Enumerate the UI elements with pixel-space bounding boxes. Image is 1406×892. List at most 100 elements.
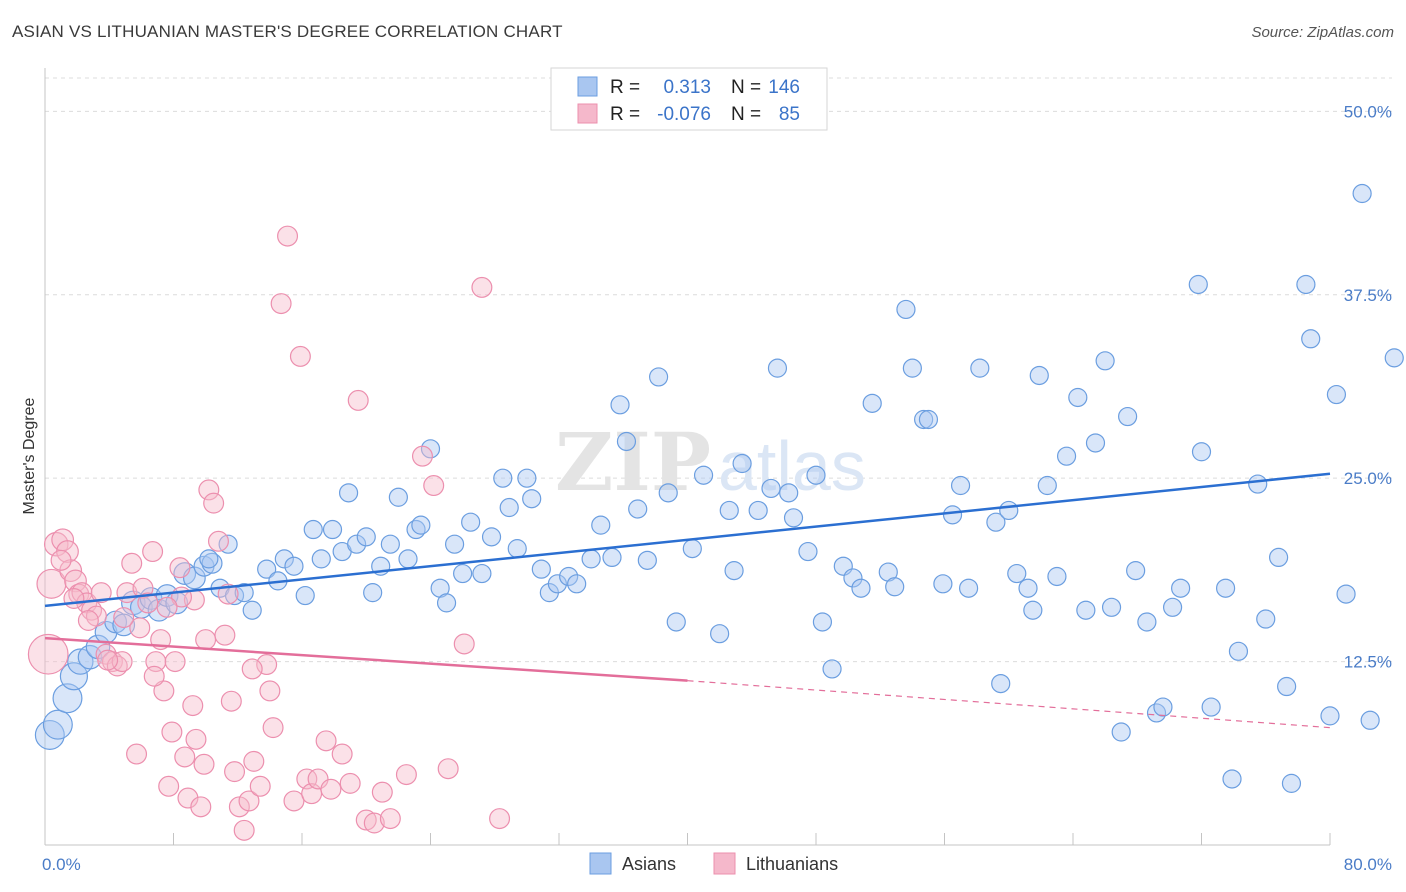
asian-point-41 (388, 487, 408, 507)
asian-point-95 (902, 358, 922, 378)
lithuanian-point-85 (259, 680, 281, 702)
lithuanian-point-52 (289, 345, 311, 367)
asian-point-87 (822, 659, 842, 679)
lithuanian-point-25 (153, 680, 175, 702)
legend-r-label-asians: R = (610, 77, 640, 98)
asian-point-49 (453, 563, 473, 584)
lithuanian-point-44 (238, 790, 260, 812)
y-axis-label: Master's Degree (21, 397, 38, 514)
x-tick-label-1: 80.0% (1344, 855, 1392, 874)
asian-point-5 (77, 644, 103, 670)
asian-point-77 (724, 561, 744, 581)
asian-point-108 (1023, 600, 1043, 620)
asian-point-44 (411, 515, 431, 535)
asian-point-57 (522, 489, 542, 509)
lithuanian-point-59 (339, 772, 361, 794)
asian-point-62 (567, 574, 587, 594)
lithuanian-trend-line (44, 636, 688, 682)
legend-n-label-asians: N = (731, 77, 761, 98)
asian-point-93 (885, 577, 905, 597)
asian-point-56 (517, 468, 537, 488)
asian-point-70 (648, 367, 669, 387)
asian-trend-line (44, 472, 1331, 608)
lithuanian-point-64 (379, 808, 401, 830)
asian-point-100 (950, 475, 971, 496)
asian-point-84 (798, 541, 818, 562)
asian-point-90 (851, 578, 871, 598)
lithuanian-point-35 (193, 753, 215, 775)
asian-point-133 (1256, 609, 1276, 629)
x-tick-labels: 0.0% 80.0% (42, 855, 1392, 874)
lithuanian-point-63 (371, 781, 393, 803)
lithuanian-point-36 (198, 479, 220, 501)
asian-point-37 (356, 527, 376, 547)
lithuanian-point-49 (270, 293, 292, 315)
lithuanian-point-65 (395, 764, 417, 786)
watermark: ZIP atlas (555, 415, 866, 509)
bottom-legend-swatch-lithuanians (713, 852, 736, 875)
asian-point-36 (347, 534, 367, 554)
asian-points (34, 183, 1404, 793)
lithuanian-point-39 (214, 624, 236, 646)
lithuanian-point-27 (161, 721, 183, 743)
asian-point-38 (363, 583, 383, 603)
asian-point-138 (1301, 329, 1321, 349)
asian-point-144 (1384, 348, 1404, 368)
asian-point-42 (398, 549, 418, 569)
asian-point-32 (311, 549, 331, 569)
asian-point-65 (602, 547, 622, 568)
trend-lines (44, 472, 1331, 729)
asian-point-78 (732, 453, 752, 474)
asian-point-135 (1277, 676, 1297, 697)
asian-point-83 (783, 508, 804, 528)
lithuanian-point-83 (220, 690, 242, 712)
asian-point-123 (1153, 697, 1173, 717)
lithuanian-point-28 (164, 651, 186, 673)
asian-point-139 (1320, 706, 1340, 726)
asian-point-94 (896, 299, 916, 320)
asian-point-24 (234, 583, 254, 603)
lithuanian-point-82 (195, 629, 217, 651)
asian-point-120 (1126, 561, 1146, 581)
asian-point-2 (52, 683, 83, 714)
lithuanian-points (27, 225, 511, 841)
lithuanian-point-80 (63, 587, 85, 609)
lithuanian-point-43 (233, 819, 255, 841)
legend-swatch-asians (577, 76, 598, 97)
bottom-legend-label-lithuanians: Lithuanians (746, 854, 838, 874)
lithuanian-point-56 (315, 730, 337, 752)
asian-point-118 (1111, 722, 1131, 742)
asian-point-61 (559, 566, 579, 587)
lithuanian-point-31 (177, 787, 199, 809)
asian-point-29 (284, 556, 304, 576)
asian-point-134 (1268, 547, 1289, 568)
asian-point-9 (112, 613, 136, 637)
asian-point-30 (295, 585, 315, 606)
asian-point-132 (1248, 474, 1268, 494)
asian-point-47 (436, 593, 457, 613)
asian-point-107 (1018, 578, 1038, 598)
lithuanian-point-70 (471, 276, 493, 298)
asian-point-97 (918, 409, 939, 430)
y-tick-label-3: 50.0% (1344, 102, 1392, 121)
asian-point-50 (461, 512, 481, 532)
lithuanian-point-84 (241, 658, 263, 680)
asian-point-114 (1076, 600, 1096, 620)
lithuanian-point-40 (217, 583, 239, 605)
asian-point-74 (693, 465, 714, 485)
asian-point-69 (637, 550, 657, 570)
lithuanian-point-46 (249, 775, 271, 797)
asian-point-67 (616, 431, 637, 452)
lithuanian-point-1 (36, 568, 67, 599)
asian-point-125 (1171, 578, 1191, 598)
legend: R = 0.313 N = 146 R = -0.076 N = 85 (550, 67, 828, 131)
asian-point-28 (274, 549, 294, 569)
lithuanian-point-66 (411, 445, 433, 467)
asian-point-106 (1007, 563, 1027, 584)
watermark-zip: ZIP (555, 415, 711, 509)
lithuanian-point-61 (355, 809, 377, 831)
asian-point-51 (472, 563, 492, 584)
x-ticks (44, 833, 1331, 845)
asian-point-96 (914, 409, 934, 430)
